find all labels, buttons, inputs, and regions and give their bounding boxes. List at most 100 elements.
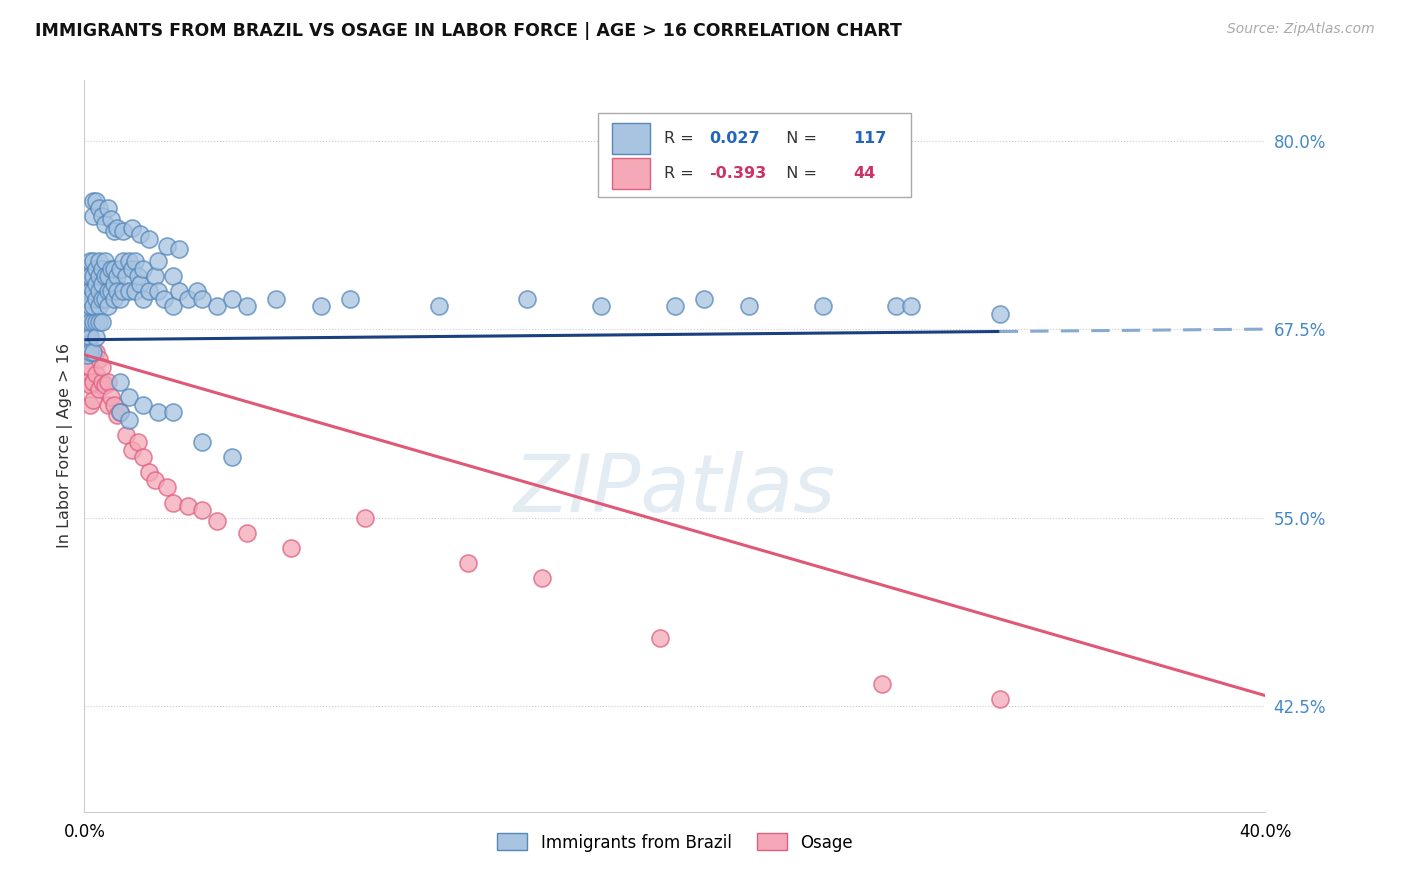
Point (84, 194, 107, 208)
Point (138, 466, 160, 480)
Point (650, 632, 672, 646)
Point (124, 285, 146, 299)
Point (97, 285, 120, 299)
Point (427, 300, 450, 314)
Point (177, 499, 200, 513)
Point (100, 212, 122, 227)
Point (111, 285, 134, 299)
Point (108, 375, 131, 389)
Point (97, 269, 120, 284)
Point (87, 315, 111, 329)
Point (82, 194, 104, 208)
Point (82, 285, 104, 299)
Point (82, 269, 104, 284)
Point (76, 344, 98, 359)
Point (79, 329, 101, 343)
Point (94, 292, 117, 306)
Point (97, 300, 120, 314)
Point (103, 398, 125, 412)
Point (309, 300, 332, 314)
Point (79, 254, 101, 268)
Point (143, 473, 166, 487)
Point (886, 300, 908, 314)
Point (156, 239, 179, 253)
Point (84, 261, 107, 276)
Point (105, 221, 128, 235)
Point (91, 359, 114, 374)
Point (97, 398, 120, 412)
Point (118, 285, 141, 299)
Point (111, 224, 134, 238)
Point (82, 392, 104, 407)
Point (124, 254, 146, 268)
Point (191, 503, 214, 517)
Point (84, 315, 107, 329)
Point (108, 405, 131, 419)
Point (191, 292, 214, 306)
Point (79, 378, 101, 392)
Point (84, 292, 107, 306)
Point (236, 525, 259, 540)
Point (191, 435, 214, 450)
Point (143, 269, 166, 284)
Point (177, 292, 200, 306)
Point (84, 329, 107, 343)
Point (94, 254, 117, 268)
Point (266, 292, 288, 306)
Point (84, 344, 107, 359)
Point (91, 261, 114, 276)
Point (516, 292, 538, 306)
Point (339, 292, 361, 306)
Point (91, 277, 114, 291)
Point (76, 269, 98, 284)
Point (167, 242, 190, 256)
Point (156, 480, 179, 494)
Text: IMMIGRANTS FROM BRAZIL VS OSAGE IN LABOR FORCE | AGE > 16 CORRELATION CHART: IMMIGRANTS FROM BRAZIL VS OSAGE IN LABOR… (35, 22, 903, 40)
Point (84, 277, 107, 291)
Point (79, 315, 101, 329)
Point (127, 269, 149, 284)
Point (91, 209, 114, 223)
Text: N =: N = (776, 166, 823, 181)
Point (87, 352, 111, 367)
Point (138, 285, 160, 299)
Point (79, 359, 101, 374)
Point (132, 261, 155, 276)
Point (870, 676, 893, 690)
Point (354, 510, 377, 524)
Point (988, 691, 1011, 706)
Point (103, 224, 125, 238)
Point (105, 408, 128, 422)
Point (153, 292, 176, 306)
Point (76, 375, 98, 389)
FancyBboxPatch shape (612, 123, 650, 153)
Point (91, 375, 114, 389)
Point (162, 405, 184, 419)
Point (138, 232, 160, 246)
Point (132, 398, 155, 412)
Text: 0.027: 0.027 (709, 131, 759, 146)
Point (148, 285, 170, 299)
Point (162, 300, 184, 314)
Point (87, 202, 111, 216)
Point (82, 315, 104, 329)
Point (87, 269, 111, 284)
Point (129, 227, 152, 241)
Y-axis label: In Labor Force | Age > 16: In Labor Force | Age > 16 (58, 343, 73, 549)
FancyBboxPatch shape (612, 159, 650, 189)
Point (693, 292, 716, 306)
Point (105, 269, 128, 284)
Point (76, 359, 98, 374)
Point (82, 300, 104, 314)
Legend: Immigrants from Brazil, Osage: Immigrants from Brazil, Osage (491, 827, 859, 858)
Point (162, 269, 184, 284)
Point (87, 300, 111, 314)
Text: ZIPatlas: ZIPatlas (513, 450, 837, 529)
Point (103, 261, 125, 276)
Point (82, 209, 104, 223)
Point (79, 329, 101, 343)
Point (900, 300, 922, 314)
Point (148, 254, 170, 268)
Point (76, 337, 98, 351)
Point (108, 292, 131, 306)
